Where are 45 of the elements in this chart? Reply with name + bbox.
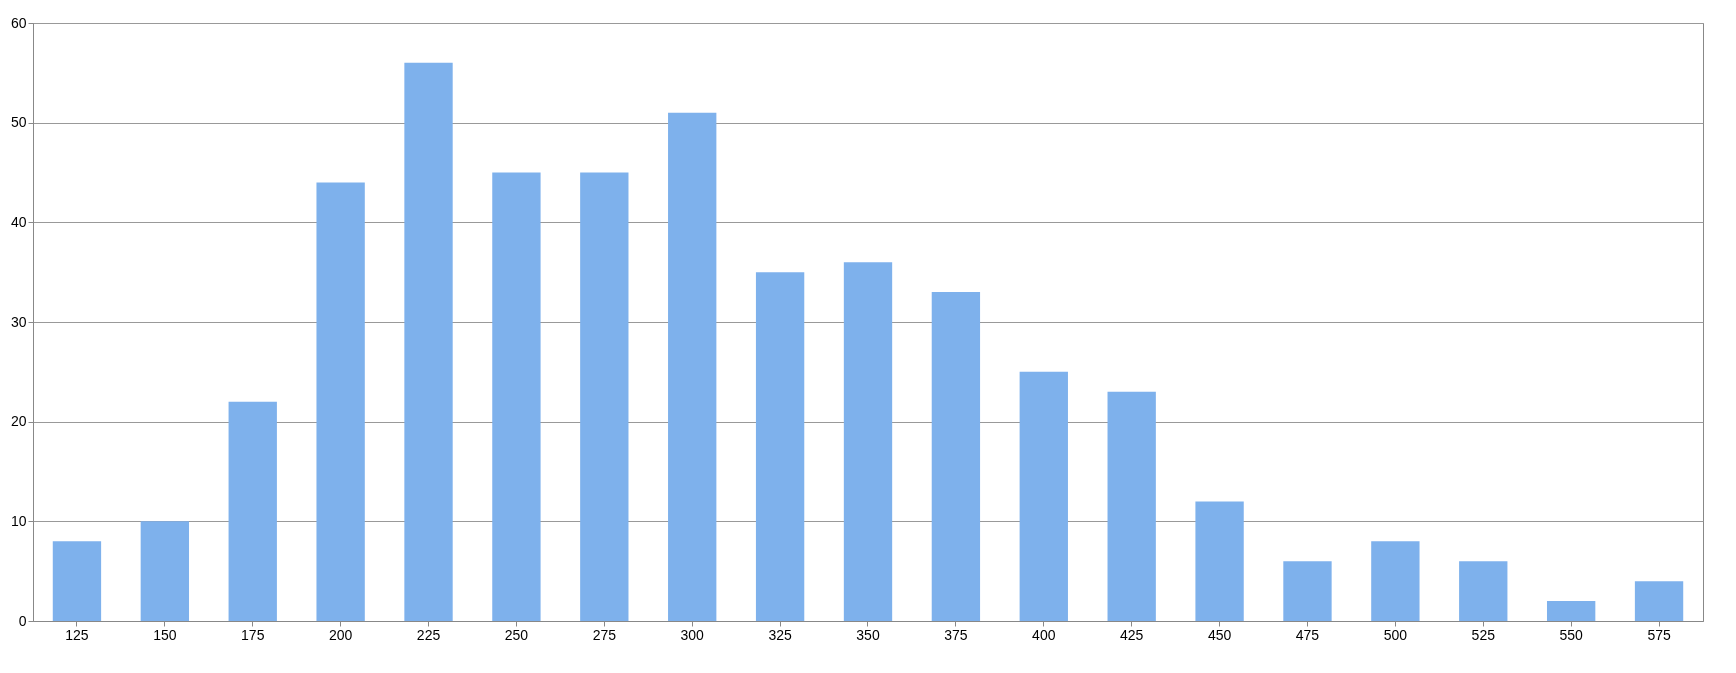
x-tick-label: 325	[768, 626, 792, 643]
bar	[492, 172, 541, 621]
x-tick-label: 150	[153, 626, 177, 643]
x-tick-label: 525	[1471, 626, 1496, 643]
bar	[316, 182, 365, 621]
x-tick-label: 200	[328, 626, 353, 643]
bar	[140, 521, 190, 621]
bar	[1546, 601, 1596, 621]
bar	[580, 172, 629, 621]
bar	[843, 262, 893, 621]
x-tick-label: 450	[1207, 626, 1232, 643]
x-tick-label: 175	[241, 626, 265, 643]
x-tick-label: 250	[504, 626, 529, 643]
bar	[1459, 561, 1508, 621]
bar	[1195, 501, 1244, 621]
y-tick-label: 40	[10, 213, 27, 230]
bar	[1283, 561, 1332, 621]
x-tick-label: 400	[1032, 626, 1056, 643]
x-tick-label: 575	[1647, 626, 1671, 643]
x-tick-label: 125	[65, 626, 89, 643]
bar	[1107, 391, 1156, 621]
bar	[755, 272, 805, 621]
x-tick-label: 300	[680, 626, 705, 643]
x-tick-label: 475	[1295, 626, 1320, 643]
x-tick-label: 550	[1559, 626, 1584, 643]
y-tick-label: 50	[10, 114, 27, 131]
y-tick-label: 0	[18, 612, 27, 629]
y-tick-label: 60	[10, 14, 27, 31]
x-tick-label: 500	[1383, 626, 1408, 643]
bar	[668, 112, 717, 621]
bar	[931, 292, 981, 621]
bar	[404, 62, 453, 621]
y-tick-label: 10	[10, 512, 27, 529]
y-tick-label: 30	[10, 313, 27, 330]
bar	[1371, 541, 1420, 621]
x-tick-label: 225	[416, 626, 441, 643]
bar	[1019, 371, 1068, 621]
y-tick-label: 20	[10, 413, 27, 430]
bar	[228, 401, 277, 621]
x-tick-label: 375	[944, 626, 968, 643]
bar	[52, 541, 102, 621]
bar	[1634, 581, 1684, 621]
x-tick-label: 275	[592, 626, 617, 643]
x-tick-label: 350	[856, 626, 880, 643]
x-tick-label: 425	[1120, 626, 1144, 643]
